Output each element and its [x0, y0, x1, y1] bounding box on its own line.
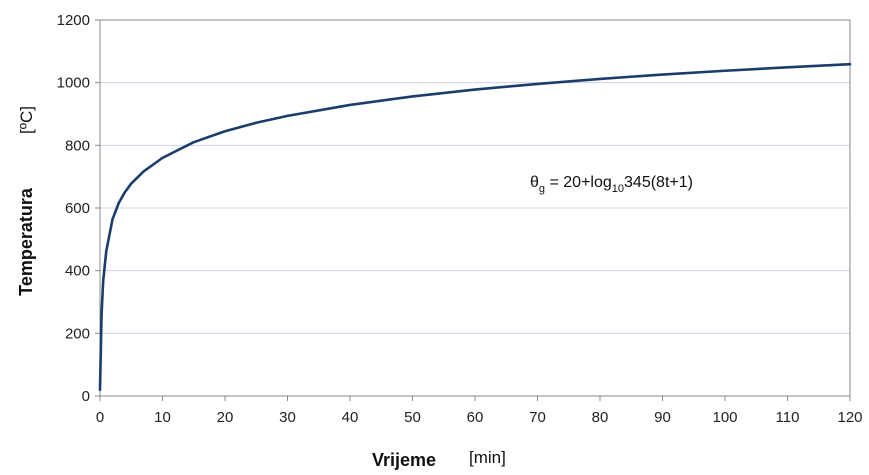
x-tick-label: 70 [529, 409, 546, 426]
y-tick-label: 800 [65, 137, 90, 154]
x-tick-label: 100 [712, 409, 737, 426]
x-tick-label: 120 [837, 409, 862, 426]
series-group [98, 62, 852, 392]
x-tick-label: 80 [592, 409, 609, 426]
x-tick-label: 40 [342, 409, 359, 426]
x-tick-label: 60 [467, 409, 484, 426]
grid-lines [100, 19, 850, 334]
x-axis-label: Vrijeme [372, 450, 436, 470]
formula-sub-10: 10 [612, 183, 624, 195]
formula-sub-g: g [539, 183, 545, 195]
x-tick-label: 10 [154, 409, 171, 426]
series-line-0 [98, 62, 852, 392]
x-axis-ticks: 0 10 20 30 40 50 60 70 80 90 100 110 120 [96, 396, 863, 426]
x-tick-label: 30 [279, 409, 296, 426]
y-tick-label: 0 [82, 388, 90, 405]
x-tick-label: 0 [96, 409, 104, 426]
x-tick-label: 50 [404, 409, 421, 426]
y-axis-label: Temperatura [16, 187, 36, 296]
formula-tail: 345(8t+1) [624, 174, 693, 191]
y-tick-label: 600 [65, 200, 90, 217]
formula-theta: θ [530, 174, 539, 191]
y-tick-label: 1000 [57, 75, 90, 92]
formula-body: = 20+log [545, 174, 612, 191]
y-tick-label: 1200 [57, 12, 90, 29]
x-tick-label: 110 [776, 409, 800, 426]
y-tick-label: 400 [65, 263, 90, 280]
y-axis-unit: [ºC] [17, 106, 36, 134]
x-tick-label: 90 [654, 409, 671, 426]
x-tick-label: 20 [217, 409, 234, 426]
y-tick-label: 200 [65, 325, 90, 342]
x-axis-unit: [min] [469, 448, 506, 467]
formula-annotation: θg = 20+log10345(8t+1) [530, 174, 693, 195]
y-axis-ticks: 0 200 400 600 800 1000 1200 [57, 12, 100, 405]
